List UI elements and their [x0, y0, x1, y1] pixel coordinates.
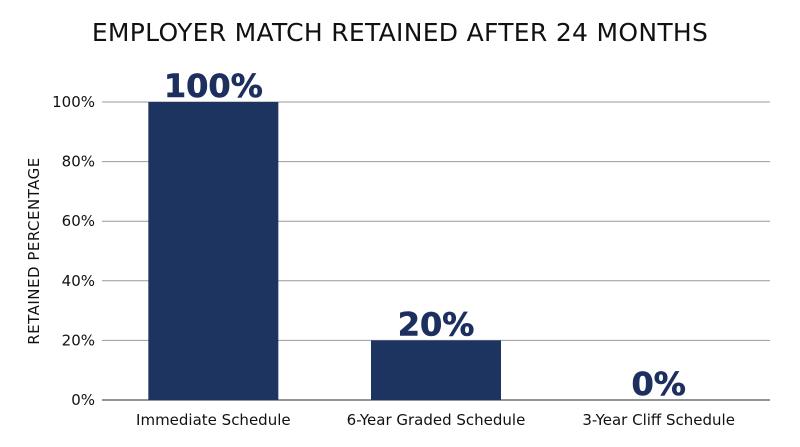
bar [148, 102, 279, 400]
data-labels: 100% 20% 0% [164, 67, 687, 404]
y-tick-label: 0% [71, 391, 95, 409]
y-axis-ticks: 0% 20% 40% 60% 80% 100% [52, 93, 95, 409]
y-tick-label: 40% [62, 272, 95, 290]
data-label: 0% [632, 365, 686, 403]
bars [148, 102, 501, 400]
x-category-label: 3-Year Cliff Schedule [582, 411, 735, 429]
y-tick-label: 60% [62, 212, 95, 230]
y-axis-label: RETAINED PERCENTAGE [25, 157, 43, 345]
x-category-label: 6-Year Graded Schedule [347, 411, 526, 429]
y-tick-label: 20% [62, 331, 95, 349]
data-label: 100% [164, 67, 263, 105]
chart-title: EMPLOYER MATCH RETAINED AFTER 24 MONTHS [91, 18, 709, 47]
data-label: 20% [398, 305, 475, 343]
x-axis-categories: Immediate Schedule 6-Year Graded Schedule… [136, 411, 735, 429]
x-category-label: Immediate Schedule [136, 411, 291, 429]
y-tick-label: 80% [62, 153, 95, 171]
bar [371, 340, 501, 400]
y-tick-label: 100% [52, 93, 95, 111]
